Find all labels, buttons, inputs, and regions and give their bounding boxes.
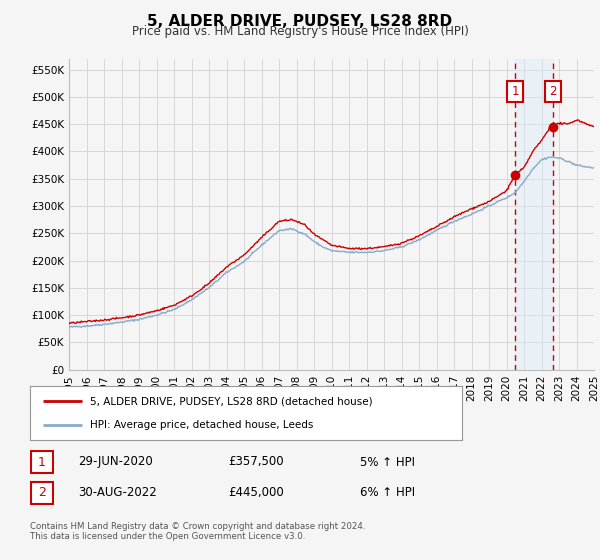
Text: £357,500: £357,500 [228,455,284,469]
FancyBboxPatch shape [31,482,53,504]
FancyBboxPatch shape [31,451,53,473]
Text: 29-JUN-2020: 29-JUN-2020 [78,455,153,469]
Text: 2: 2 [38,486,46,500]
Text: 30-AUG-2022: 30-AUG-2022 [78,486,157,500]
Text: 5, ALDER DRIVE, PUDSEY, LS28 8RD: 5, ALDER DRIVE, PUDSEY, LS28 8RD [148,14,452,29]
Text: 5% ↑ HPI: 5% ↑ HPI [360,455,415,469]
Text: £445,000: £445,000 [228,486,284,500]
Text: 6% ↑ HPI: 6% ↑ HPI [360,486,415,500]
Text: Price paid vs. HM Land Registry's House Price Index (HPI): Price paid vs. HM Land Registry's House … [131,25,469,38]
Text: HPI: Average price, detached house, Leeds: HPI: Average price, detached house, Leed… [91,419,314,430]
Text: 2: 2 [550,85,557,98]
Bar [515,59,553,370]
Text: 1: 1 [511,85,519,98]
Text: 1: 1 [38,455,46,469]
Text: 5, ALDER DRIVE, PUDSEY, LS28 8RD (detached house): 5, ALDER DRIVE, PUDSEY, LS28 8RD (detach… [91,396,373,407]
Text: Contains HM Land Registry data © Crown copyright and database right 2024.
This d: Contains HM Land Registry data © Crown c… [30,522,365,542]
